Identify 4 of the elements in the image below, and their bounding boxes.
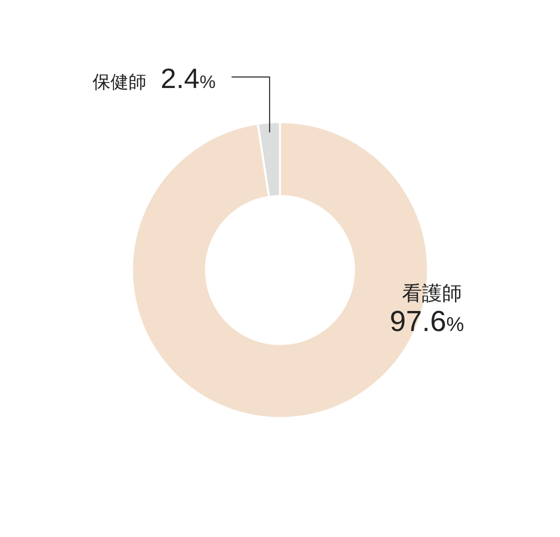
slice-label: 看護師	[402, 283, 462, 305]
data-label: 2.4%	[160, 63, 216, 94]
data-label: 97.6%	[390, 306, 464, 338]
slice-label: 保健師	[92, 72, 147, 92]
